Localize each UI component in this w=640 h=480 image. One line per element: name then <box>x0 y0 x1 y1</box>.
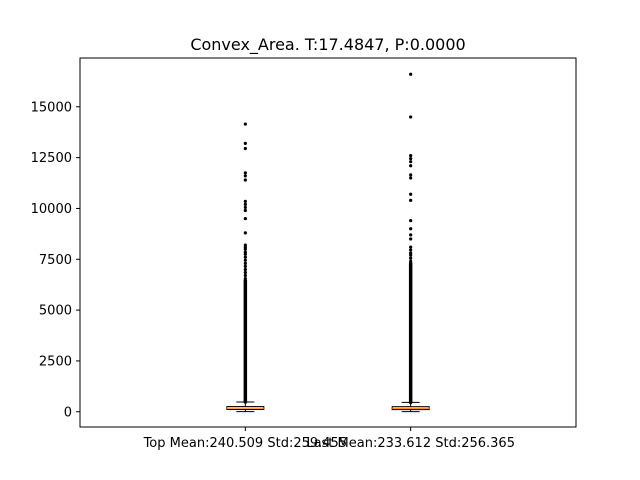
outlier-point <box>243 178 247 182</box>
y-tick-label: 7500 <box>39 253 72 268</box>
outlier-point <box>409 251 413 255</box>
outlier-point <box>409 237 413 241</box>
outlier-point <box>409 173 413 177</box>
outlier-point <box>409 115 413 119</box>
outlier-point <box>243 217 247 221</box>
plot-area <box>226 72 430 413</box>
outlier-point <box>243 255 247 259</box>
box-group <box>226 122 265 413</box>
outlier-point <box>409 192 413 196</box>
outlier-point <box>409 227 413 231</box>
outlier-point <box>243 146 247 151</box>
box-group <box>391 72 430 413</box>
x-tick-label: Top Mean:240.509 Std:259.455 <box>143 436 348 451</box>
y-tick-label: 0 <box>64 405 72 420</box>
outlier-point <box>409 157 413 161</box>
outlier-point <box>243 205 247 210</box>
outlier-point <box>409 219 413 223</box>
y-tick-label: 12500 <box>31 151 72 166</box>
outlier-point <box>243 261 247 265</box>
outlier-point <box>243 273 247 278</box>
outlier-point <box>409 256 413 260</box>
y-tick-label: 10000 <box>31 202 72 217</box>
outlier-point <box>409 176 413 180</box>
y-tick-label: 2500 <box>39 354 72 369</box>
outlier-point <box>243 202 247 206</box>
outlier-point <box>243 199 247 203</box>
outlier-point <box>243 208 247 213</box>
outlier-point <box>409 164 413 168</box>
outlier-point <box>409 153 413 158</box>
outlier-point <box>243 250 247 254</box>
x-tick-label: Last Mean:233.612 Std:256.365 <box>306 436 515 451</box>
outlier-point <box>409 245 413 249</box>
outlier-point <box>243 258 247 262</box>
outlier-point <box>243 122 247 126</box>
y-tick-label: 15000 <box>31 100 72 115</box>
outlier-point <box>243 270 247 275</box>
outlier-point <box>243 231 247 235</box>
outlier-point <box>243 276 247 281</box>
outlier-point <box>409 72 413 76</box>
chart-title: Convex_Area. T:17.4847, P:0.0000 <box>190 35 465 55</box>
outlier-point <box>243 267 247 272</box>
outlier-point <box>243 171 247 175</box>
outlier-point <box>409 259 413 263</box>
y-tick-label: 5000 <box>39 304 72 319</box>
outlier-point <box>409 248 413 252</box>
outlier-point <box>243 264 247 268</box>
outlier-point <box>243 141 247 145</box>
outlier-point <box>409 198 413 202</box>
axes-frame <box>79 57 577 428</box>
outlier-point <box>243 243 247 247</box>
outlier-point <box>409 160 413 164</box>
outlier-point <box>409 233 413 237</box>
outlier-point <box>243 174 247 178</box>
